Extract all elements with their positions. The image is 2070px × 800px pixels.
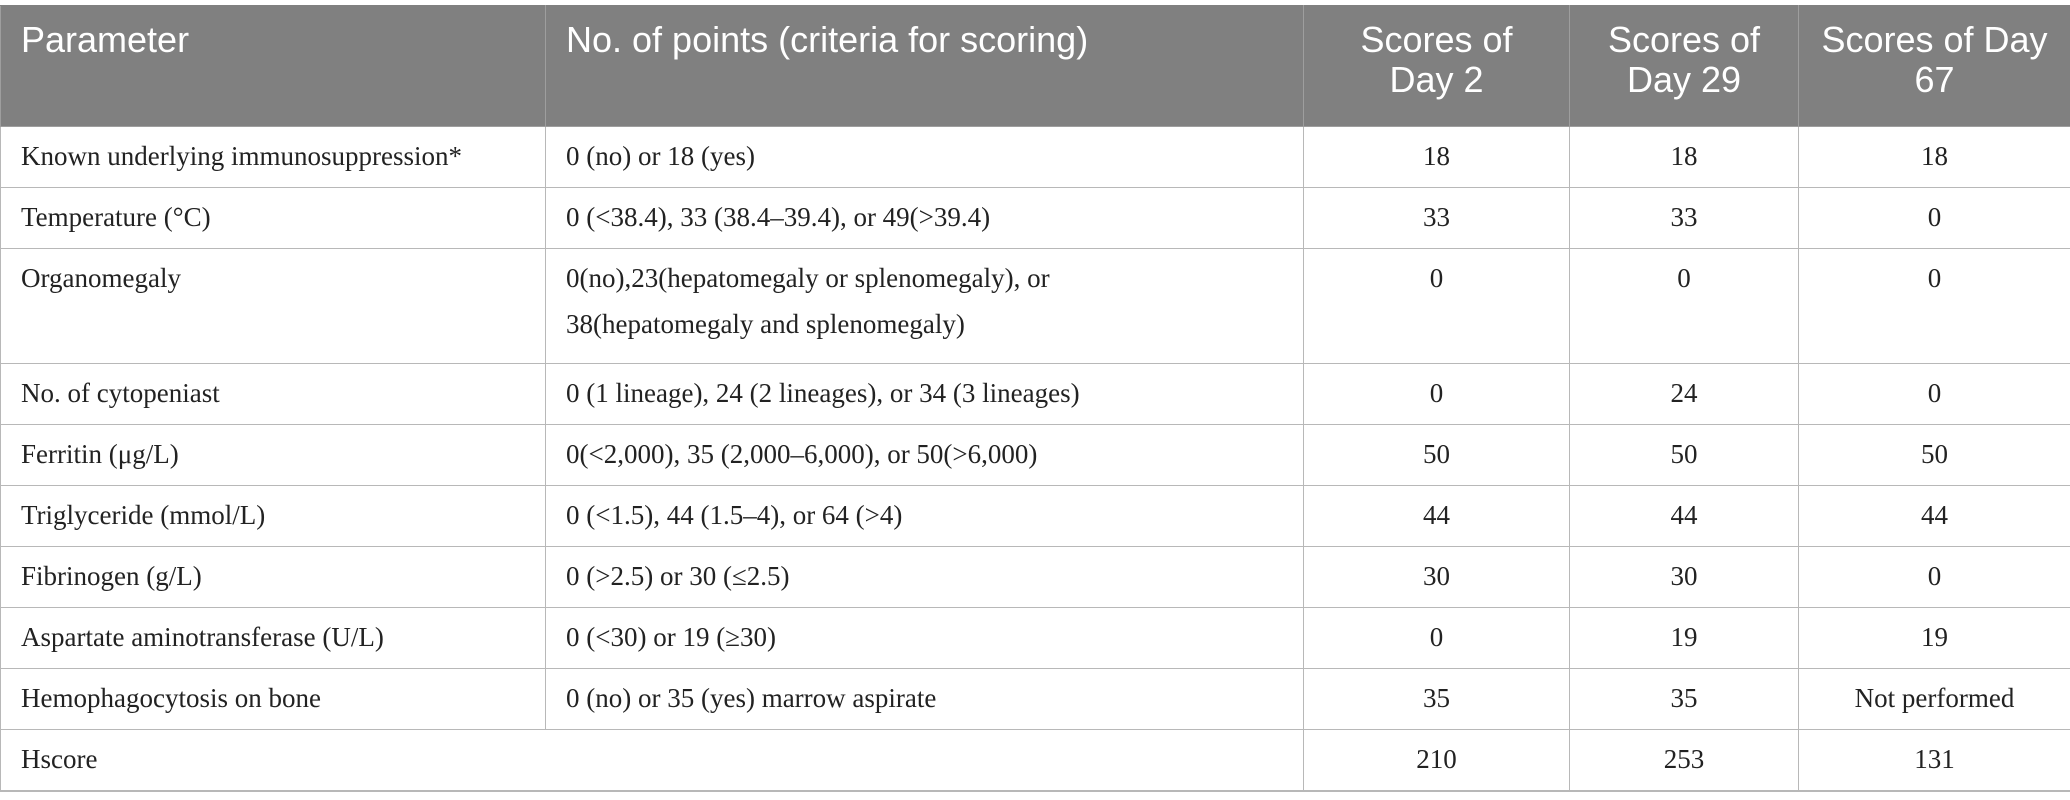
cell-parameter: No. of cytopeniast [0,363,546,425]
cell-criteria: 0 (<30) or 19 (≥30) [545,607,1304,669]
cell-day29: 50 [1569,424,1799,486]
cell-criteria: 0 (<38.4), 33 (38.4–39.4), or 49(>39.4) [545,187,1304,249]
cell-day67: Not performed [1798,668,2070,730]
cell-day67: 44 [1798,485,2070,547]
table-row: Ferritin (μg/L) 0(<2,000), 35 (2,000–6,0… [0,424,2070,486]
cell-parameter: Temperature (°C) [0,187,546,249]
cell-parameter: Aspartate aminotransferase (U/L) [0,607,546,669]
header-day2: Scores of Day 2 [1303,5,1570,127]
total-row: Hscore 210 253 131 [0,729,2070,792]
cell-criteria: 0 (1 lineage), 24 (2 lineages), or 34 (3… [545,363,1304,425]
cell-parameter: Organomegaly [0,248,546,364]
header-day67: Scores of Day 67 [1798,5,2070,127]
table-row: No. of cytopeniast 0 (1 lineage), 24 (2 … [0,363,2070,425]
cell-day2: 30 [1303,546,1570,608]
cell-criteria: 0(<2,000), 35 (2,000–6,000), or 50(>6,00… [545,424,1304,486]
cell-criteria: 0 (>2.5) or 30 (≤2.5) [545,546,1304,608]
cell-day29: 35 [1569,668,1799,730]
cell-day29: 30 [1569,546,1799,608]
cell-day67: 0 [1798,363,2070,425]
cell-day2: 0 [1303,607,1570,669]
total-day2: 210 [1303,729,1570,792]
table-header-row: Parameter No. of points (criteria for sc… [0,5,2070,127]
cell-criteria: 0 (no) or 35 (yes) marrow aspirate [545,668,1304,730]
cell-day2: 0 [1303,363,1570,425]
cell-day29: 19 [1569,607,1799,669]
hscore-table: Parameter No. of points (criteria for sc… [0,5,2070,792]
cell-day67: 0 [1798,248,2070,364]
total-day67: 131 [1798,729,2070,792]
cell-parameter: Known underlying immunosuppression* [0,126,546,188]
cell-day2: 35 [1303,668,1570,730]
cell-parameter: Hemophagocytosis on bone [0,668,546,730]
table-row: Temperature (°C) 0 (<38.4), 33 (38.4–39.… [0,187,2070,249]
cell-day67: 0 [1798,546,2070,608]
cell-parameter: Triglyceride (mmol/L) [0,485,546,547]
cell-day67: 18 [1798,126,2070,188]
table-row: Aspartate aminotransferase (U/L) 0 (<30)… [0,607,2070,669]
cell-day29: 18 [1569,126,1799,188]
criteria-line-2: 38(hepatomegaly and splenomegaly) [566,309,965,339]
cell-day29: 33 [1569,187,1799,249]
cell-day2: 0 [1303,248,1570,364]
cell-day2: 18 [1303,126,1570,188]
cell-day67: 50 [1798,424,2070,486]
cell-day29: 44 [1569,485,1799,547]
cell-day2: 50 [1303,424,1570,486]
header-day29: Scores of Day 29 [1569,5,1799,127]
header-parameter: Parameter [0,5,546,127]
cell-criteria: 0 (no) or 18 (yes) [545,126,1304,188]
cell-criteria: 0 (<1.5), 44 (1.5–4), or 64 (>4) [545,485,1304,547]
cell-day2: 33 [1303,187,1570,249]
cell-day2: 44 [1303,485,1570,547]
table-row: Hemophagocytosis on bone 0 (no) or 35 (y… [0,668,2070,730]
criteria-line-1: 0(no),23(hepatomegaly or splenomegaly), … [566,263,1050,293]
total-label: Hscore [0,729,1304,792]
cell-day67: 0 [1798,187,2070,249]
header-criteria: No. of points (criteria for scoring) [545,5,1304,127]
total-day29: 253 [1569,729,1799,792]
cell-day29: 0 [1569,248,1799,364]
cell-day67: 19 [1798,607,2070,669]
cell-day29: 24 [1569,363,1799,425]
cell-parameter: Ferritin (μg/L) [0,424,546,486]
table-row: Organomegaly 0(no),23(hepatomegaly or sp… [0,248,2070,364]
table-row: Triglyceride (mmol/L) 0 (<1.5), 44 (1.5–… [0,485,2070,547]
cell-criteria: 0(no),23(hepatomegaly or splenomegaly), … [545,248,1304,364]
table-row: Fibrinogen (g/L) 0 (>2.5) or 30 (≤2.5) 3… [0,546,2070,608]
cell-parameter: Fibrinogen (g/L) [0,546,546,608]
table-row: Known underlying immunosuppression* 0 (n… [0,126,2070,188]
